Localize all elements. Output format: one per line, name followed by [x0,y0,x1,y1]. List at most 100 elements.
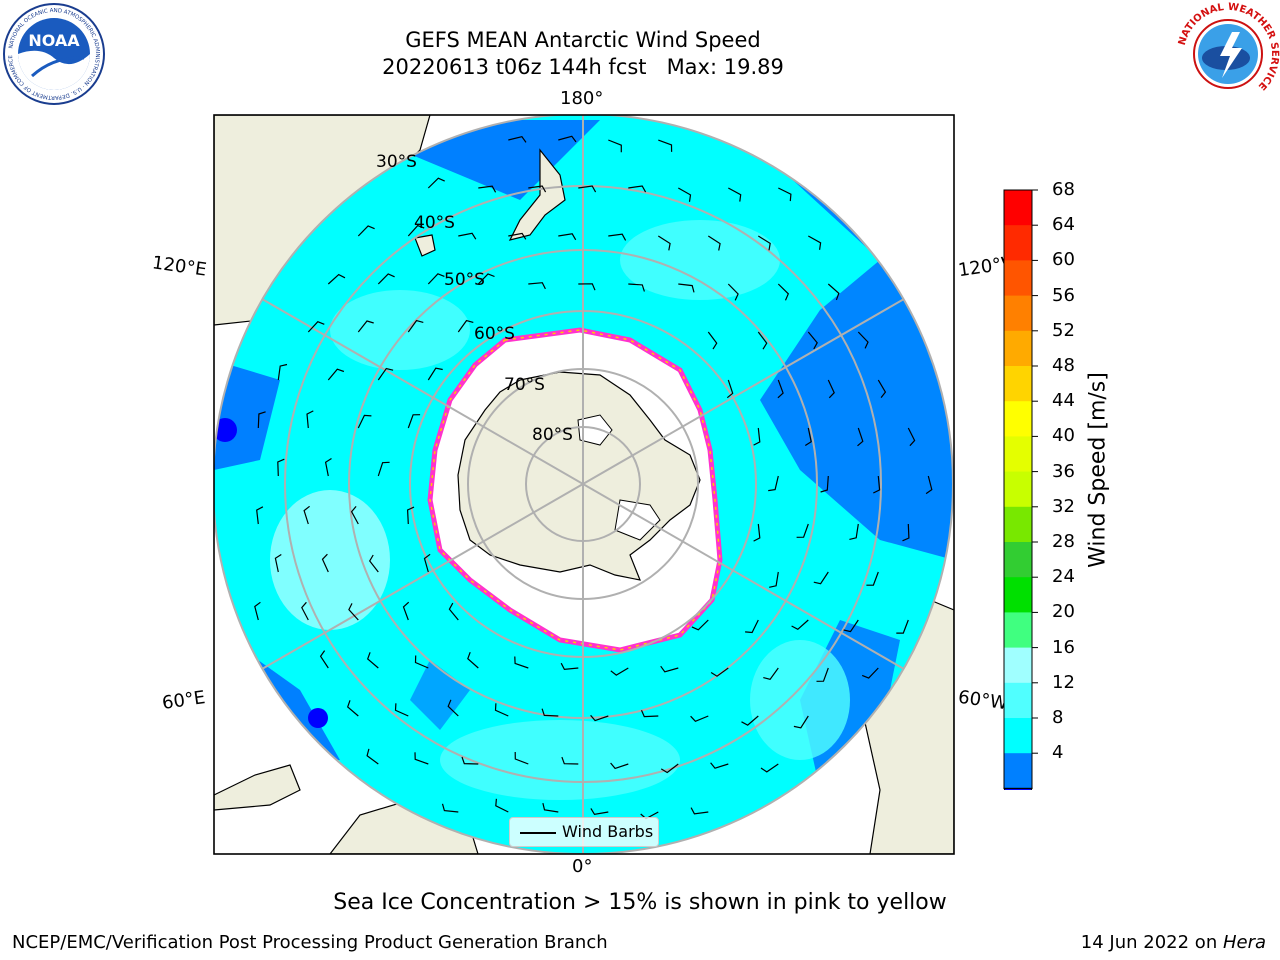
wind-barb [861,667,879,679]
wind-barb [402,601,410,621]
wind-barb [691,619,709,631]
wind-barb [796,523,809,538]
colorbar-segment [1004,190,1032,226]
wind-barb [458,232,477,240]
wind-barb [658,139,673,152]
wind-barb [414,655,429,669]
wind-barb [407,224,425,237]
wind-barb [324,457,332,477]
wind-barb [423,553,431,573]
colorbar-tick-label: 20 [1052,601,1075,623]
wind-barb [757,235,771,251]
colorbar-segment [1004,260,1032,297]
colorbar-segment [1004,225,1032,261]
wind-barb [394,703,409,717]
wind-barb [753,523,761,542]
wind-barb [777,379,784,399]
wind-barb [728,187,742,202]
colorbar-tick-label: 28 [1052,531,1075,552]
wind-barb [414,752,429,765]
colorbar-tick-label: 48 [1052,355,1075,376]
colorbar-tick-label: 68 [1052,179,1075,200]
wind-barb [461,756,479,765]
colorbar-tick-label: 4 [1052,742,1064,764]
wind-barb [710,762,729,769]
wind-barb [590,808,609,816]
wind-barb [447,699,459,717]
colorbar-frame [1003,189,1033,789]
wind-barb [467,651,479,669]
wind-barb [350,506,359,525]
wind-barb [827,283,840,301]
wind-barb [528,282,546,290]
colorbar-tick-label: 24 [1052,566,1075,588]
wind-barb [741,715,759,726]
wind-barb-legend-line [520,832,556,834]
wind-barb [769,571,779,588]
colorbar [1003,189,1038,790]
wind-barb [427,367,443,381]
wind-barb [896,619,909,634]
colorbar-tick-label: 12 [1052,671,1075,693]
wind-barb [608,233,627,241]
lat-label-80s: 80°S [532,425,573,445]
lat-label-60s: 60°S [474,324,515,344]
wind-barb [407,319,424,333]
wind-barb [807,331,818,350]
colorbar-segment [1004,506,1032,543]
wind-barb [277,363,288,381]
wind-barb [678,187,692,202]
wind-barb [727,283,739,301]
colorbar-tick-label: 44 [1052,390,1075,412]
wind-barb [441,803,459,813]
noaa-logo-text: NOAA [28,31,80,50]
wind-barb [813,571,829,585]
wind-barb [301,601,309,621]
wind-barb [760,763,779,773]
wind-barb [857,427,864,447]
nws-logo: NATIONAL WEATHER SERVICE [1177,2,1280,104]
colorbar-segment [1004,718,1032,754]
wind-barb [678,283,695,293]
wind-barb [357,414,372,429]
wind-barb [561,756,579,765]
wind-barb [427,177,445,189]
wind-barb [558,135,577,143]
wind-barb [628,283,645,292]
wind-barb [406,506,415,525]
wind-barb [660,665,679,673]
colorbar-tick-label: 60 [1052,249,1075,271]
lat-label-70s: 70°S [504,375,545,395]
wind-barb [307,320,325,333]
wind-barb [610,667,629,676]
wind-barb [804,427,812,447]
wind-barb [640,709,659,718]
colorbar-tick-label: 36 [1052,460,1075,482]
wind-barb [590,714,609,722]
wind-barb [745,619,759,634]
wind-barb [578,185,597,193]
colorbar-tick-label: 56 [1052,284,1075,306]
wind-barb [368,554,379,573]
footer-date: 14 Jun 2022 on Hera [1081,932,1266,953]
wind-barb [327,273,346,285]
wind-barb [710,667,729,677]
colorbar-tick-label: 8 [1052,707,1064,728]
wind-barb [377,461,390,477]
wind-barb [514,751,529,765]
wind-barb [877,379,887,398]
chart-title: GEFS MEAN Antarctic Wind Speed [405,28,761,52]
wind-barb [873,475,881,494]
wind-barb [820,475,829,493]
wind-barb [608,139,622,153]
lat-label-40s: 40°S [414,213,455,233]
wind-barb [528,185,547,193]
noaa-logo: NOAA NATIONAL OCEANIC AND ATMOSPHERIC AD… [3,3,105,105]
wind-barb [690,807,709,815]
wind-barb [866,571,879,586]
wind-barb [514,656,529,669]
wind-barb [628,185,647,193]
colorbar-tick-label: 40 [1052,425,1075,447]
footer-branch: NCEP/EMC/Verification Post Processing Pr… [12,932,608,953]
wind-barb [660,763,679,774]
